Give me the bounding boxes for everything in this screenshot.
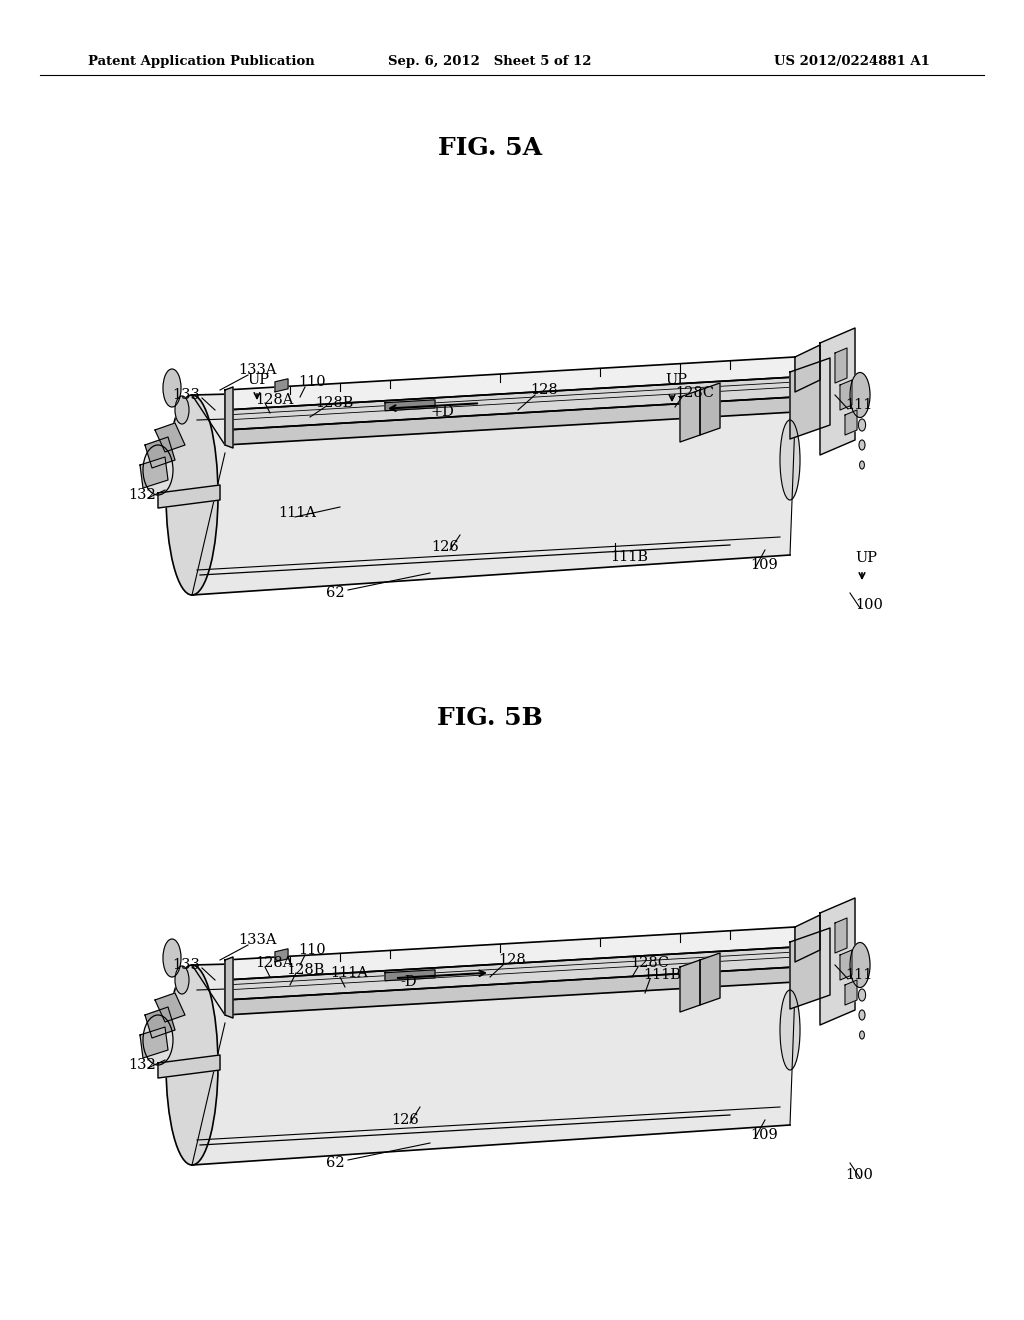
Text: 100: 100 (845, 1168, 872, 1181)
Ellipse shape (780, 990, 800, 1071)
Ellipse shape (780, 420, 800, 500)
Polygon shape (225, 946, 795, 1001)
Polygon shape (155, 422, 185, 451)
Polygon shape (795, 915, 820, 962)
Ellipse shape (859, 1031, 864, 1039)
Polygon shape (145, 1007, 175, 1038)
Ellipse shape (850, 372, 870, 417)
Text: 132: 132 (128, 1059, 156, 1072)
Polygon shape (840, 950, 852, 979)
Polygon shape (700, 383, 720, 436)
Text: 111: 111 (845, 968, 872, 982)
Ellipse shape (166, 395, 218, 595)
Ellipse shape (859, 461, 864, 469)
Text: 133A: 133A (238, 363, 276, 378)
Text: 62: 62 (327, 1156, 345, 1170)
Text: 133: 133 (172, 388, 200, 403)
Text: UP: UP (855, 550, 877, 565)
Text: 100: 100 (855, 598, 883, 612)
Polygon shape (845, 979, 857, 1005)
Polygon shape (820, 327, 855, 455)
Polygon shape (225, 927, 795, 979)
Text: 128C: 128C (630, 956, 669, 970)
Polygon shape (700, 953, 720, 1005)
Ellipse shape (858, 418, 865, 432)
Polygon shape (193, 950, 790, 1166)
Polygon shape (225, 397, 795, 445)
Text: 133A: 133A (238, 933, 276, 946)
Polygon shape (835, 917, 847, 953)
Polygon shape (845, 411, 857, 436)
Text: -D: -D (400, 975, 417, 989)
Ellipse shape (859, 440, 865, 450)
Polygon shape (840, 380, 852, 411)
Text: 111: 111 (845, 399, 872, 412)
Polygon shape (275, 379, 288, 392)
Text: 111B: 111B (610, 550, 648, 564)
Text: Sep. 6, 2012   Sheet 5 of 12: Sep. 6, 2012 Sheet 5 of 12 (388, 55, 592, 69)
Polygon shape (385, 970, 435, 981)
Polygon shape (795, 345, 820, 392)
Text: UP: UP (247, 374, 269, 387)
Text: 110: 110 (298, 942, 326, 957)
Text: 111A: 111A (278, 506, 316, 520)
Text: 126: 126 (391, 1113, 419, 1127)
Ellipse shape (175, 966, 189, 994)
Polygon shape (158, 1055, 220, 1078)
Text: 128C: 128C (675, 385, 714, 400)
Polygon shape (275, 949, 288, 962)
Polygon shape (225, 378, 795, 430)
Polygon shape (820, 898, 855, 1026)
Ellipse shape (163, 939, 181, 977)
Text: 126: 126 (431, 540, 459, 554)
Polygon shape (790, 928, 830, 1008)
Polygon shape (385, 400, 435, 411)
Polygon shape (193, 380, 790, 595)
Text: 128: 128 (530, 383, 558, 397)
Text: 109: 109 (750, 1129, 778, 1142)
Text: Patent Application Publication: Patent Application Publication (88, 55, 314, 69)
Polygon shape (790, 358, 830, 440)
Polygon shape (225, 387, 233, 447)
Text: 110: 110 (298, 375, 326, 389)
Text: US 2012/0224881 A1: US 2012/0224881 A1 (774, 55, 930, 69)
Polygon shape (680, 389, 700, 442)
Ellipse shape (163, 370, 181, 407)
Text: +D: +D (430, 405, 454, 418)
Text: 111B: 111B (643, 968, 681, 982)
Polygon shape (225, 957, 233, 1018)
Polygon shape (140, 1027, 168, 1059)
Text: FIG. 5B: FIG. 5B (437, 706, 543, 730)
Text: 132: 132 (128, 488, 156, 502)
Ellipse shape (143, 445, 173, 495)
Polygon shape (145, 437, 175, 469)
Polygon shape (140, 457, 168, 488)
Polygon shape (680, 960, 700, 1012)
Ellipse shape (143, 1015, 173, 1065)
Polygon shape (155, 993, 185, 1022)
Text: 111A: 111A (330, 966, 368, 979)
Text: 128A: 128A (255, 956, 293, 970)
Polygon shape (225, 356, 795, 411)
Text: FIG. 5A: FIG. 5A (438, 136, 542, 160)
Ellipse shape (175, 396, 189, 424)
Polygon shape (835, 348, 847, 383)
Ellipse shape (858, 989, 865, 1001)
Ellipse shape (850, 942, 870, 987)
Polygon shape (225, 968, 795, 1015)
Text: 109: 109 (750, 558, 778, 572)
Text: 133: 133 (172, 958, 200, 972)
Text: 128B: 128B (286, 964, 325, 977)
Text: UP: UP (665, 374, 687, 387)
Ellipse shape (859, 1010, 865, 1020)
Text: 128: 128 (498, 953, 525, 968)
Text: 62: 62 (327, 586, 345, 601)
Text: 128A: 128A (255, 393, 293, 407)
Text: 128B: 128B (315, 396, 353, 411)
Polygon shape (158, 484, 220, 508)
Ellipse shape (166, 965, 218, 1166)
